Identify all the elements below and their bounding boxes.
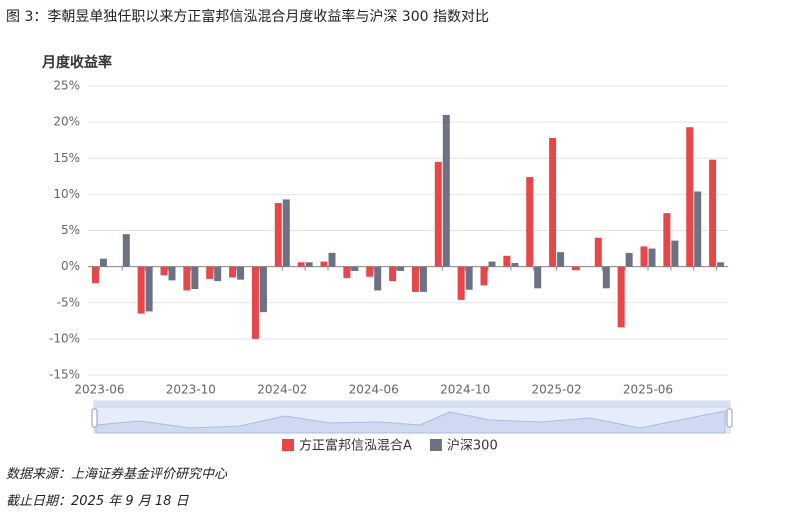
bar (480, 266, 488, 286)
bar (343, 266, 351, 279)
legend-label: 方正富邦信泓混合A (299, 438, 412, 454)
bar (625, 252, 633, 267)
bar (457, 266, 465, 300)
bar (389, 266, 397, 282)
legend-swatch (282, 439, 294, 451)
bar (571, 266, 579, 271)
bar (145, 266, 153, 312)
y-axis-label: 月度收益率 (41, 54, 112, 71)
bar (671, 240, 679, 267)
bar (434, 161, 442, 267)
bar (160, 266, 168, 276)
legend-swatch (429, 439, 442, 451)
x-tick-label: 2025-06 (623, 383, 673, 397)
bar (411, 266, 419, 292)
bar (465, 266, 473, 290)
zoom-preview (95, 410, 726, 434)
bar (557, 252, 565, 267)
bar (640, 246, 648, 267)
source-note: 数据来源：上海证券基金评价研究中心 (6, 467, 228, 482)
bar (686, 127, 694, 267)
bar (534, 266, 542, 289)
x-tick-label: 2024-10 (440, 383, 490, 397)
bar (251, 266, 259, 339)
bar (366, 266, 374, 277)
bar (297, 262, 305, 267)
bar (91, 266, 99, 284)
bar (419, 266, 427, 292)
zoom-slider-bar (94, 401, 730, 408)
x-tick-label: 2024-06 (349, 383, 399, 397)
bar (617, 266, 625, 328)
bar (274, 203, 282, 267)
bar (191, 266, 199, 290)
bar (229, 266, 237, 278)
bar (526, 177, 534, 267)
bar (237, 266, 245, 280)
bar (648, 248, 656, 267)
bar (183, 266, 191, 291)
bar (214, 266, 222, 282)
y-tick-label: 0% (61, 259, 80, 273)
bar (488, 261, 496, 267)
bar (717, 262, 725, 267)
zoom-handle[interactable] (726, 408, 733, 428)
y-tick-label: 25% (53, 79, 80, 93)
chart: 月度收益率 -15% -10% -5% 0% 5% 10% 15% 20% 25% 2023-06… (41, 54, 733, 454)
x-tick-label: 2023-10 (166, 383, 216, 397)
bar (320, 261, 328, 267)
figure-title: 图 3：李朝昱单独任职以来方正富邦信泓混合月度收益率与沪深 300 指数对比 (6, 9, 489, 25)
x-tick-label: 2025-02 (532, 383, 582, 397)
bar (602, 266, 610, 289)
x-tick-label: 2024-02 (257, 383, 307, 397)
bar (305, 262, 313, 267)
bar (282, 199, 290, 267)
bar (511, 263, 519, 267)
bar (328, 252, 336, 267)
bar (374, 266, 382, 291)
bar (397, 266, 405, 271)
bar (137, 266, 145, 314)
zoom-handle[interactable] (91, 408, 98, 428)
y-tick-label: 20% (53, 115, 80, 129)
cutoff-note: 截止日期：2025 年 9 月 18 日 (6, 494, 189, 509)
bar (206, 266, 214, 279)
y-tick-label: -5% (57, 295, 80, 309)
bar (99, 258, 107, 267)
bar (709, 159, 717, 267)
bar (442, 114, 450, 267)
legend-label: 沪深300 (447, 438, 498, 454)
x-tick-label: 2023-06 (74, 383, 124, 397)
bar (549, 138, 557, 267)
y-tick-label: 5% (61, 223, 80, 237)
bar (694, 191, 702, 267)
y-tick-label: 10% (53, 187, 80, 201)
y-tick-label: -15% (49, 368, 80, 382)
bar (122, 234, 130, 267)
bar (351, 266, 359, 271)
bar (663, 213, 671, 267)
bar (168, 266, 176, 281)
bar (594, 237, 602, 267)
bar (259, 266, 267, 313)
y-tick-label: 15% (53, 151, 80, 165)
y-tick-label: -10% (49, 331, 80, 345)
bar (503, 255, 511, 267)
